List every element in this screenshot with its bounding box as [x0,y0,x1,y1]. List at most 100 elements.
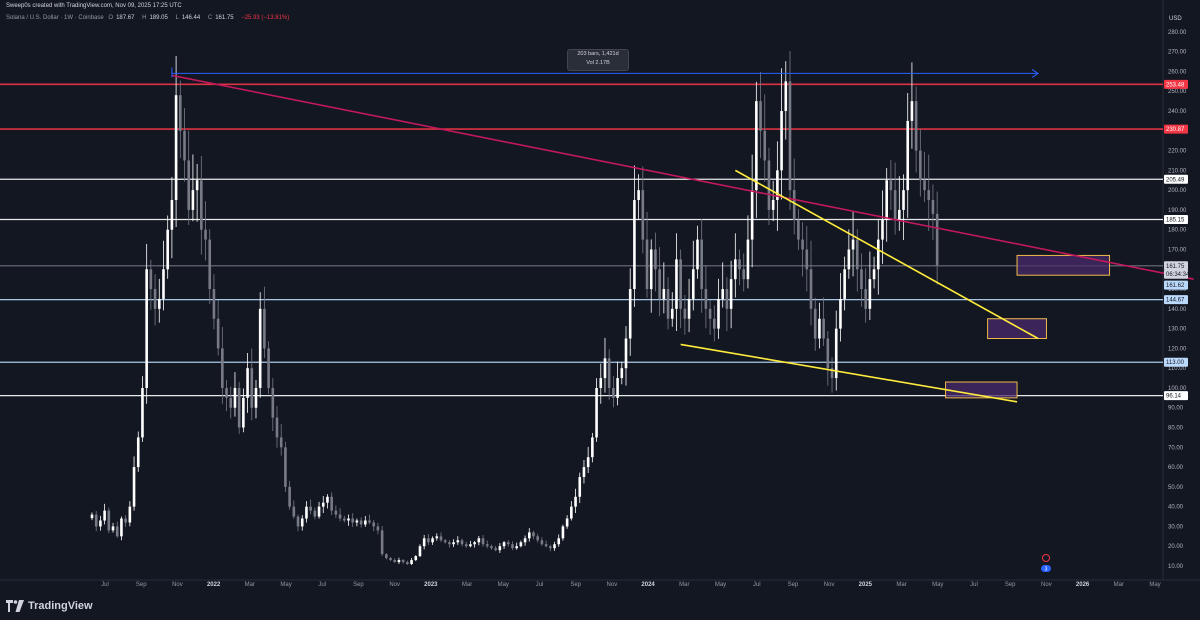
candle-body-44 [275,417,279,438]
currency-label[interactable]: USD [1169,16,1182,22]
candle-body-159 [759,101,762,131]
time-tick-13: Sep [570,582,581,588]
candle-body-16 [157,298,161,309]
trendlines [171,74,1194,403]
candle-body-52 [309,506,312,511]
candle-body-145 [700,239,703,290]
price-tick-19: 90.00 [1168,406,1184,412]
candle-body-174 [822,318,825,339]
candle-body-171 [809,269,813,309]
candle-body-3 [103,510,106,521]
time-axis[interactable]: Jul Sep Nov 2022 Mar May Jul Sep Nov 2023 Mar May Ju… [101,582,1161,588]
price-axis[interactable]: 280.00270.00260.00250.00240.00230.00220.… [1168,30,1187,570]
candle-body-65 [364,520,367,525]
zone-box-0 [1016,254,1111,276]
symbol-description[interactable]: Solana / U.S. Dollar · 1W · Coinbase [6,15,104,21]
measure-tooltip: 203 bars, 1,421d Vol 2.17B [567,49,629,71]
candle-body-106 [536,536,540,541]
time-tick-11: May [498,582,509,588]
candle-body-175 [826,338,830,369]
candle-body-67 [372,522,376,527]
candle-body-104 [527,532,531,539]
price-tick-17: 110.00 [1168,366,1187,372]
candle-body-147 [708,308,712,319]
candle-body-28 [208,239,212,290]
candle-body-113 [565,518,569,527]
candle-body-193 [902,190,905,210]
event-icons[interactable]: 3 [1041,554,1051,573]
symbol-legend[interactable]: Solana / U.S. Dollar · 1W · Coinbase O 18… [6,15,292,21]
candle-body-168 [797,219,800,240]
time-tick-28: Mar [1114,582,1124,588]
candle-body-47 [288,486,291,507]
candle-body-29 [212,289,216,319]
candle-body-69 [380,530,384,555]
measure-arrow [171,67,1039,78]
zone-box-1 [987,318,1047,340]
candle-body-189 [885,180,888,220]
time-tick-7: Sep [353,582,364,588]
tradingview-brand-text: TradingView [28,600,93,612]
candle-body-138 [670,308,674,319]
candle-body-166 [788,81,792,191]
candle-body-51 [305,506,308,519]
time-tick-8: Nov [389,582,400,588]
candle-body-89 [464,544,468,547]
candle-body-72 [393,560,397,563]
time-tick-3: 2022 [207,582,221,588]
candle-body-41 [263,308,266,349]
candle-body-85 [448,542,451,545]
candle-body-196 [914,101,918,151]
tradingview-logo[interactable]: TradingView [6,598,93,614]
candle-body-139 [675,259,678,309]
price-tick-24: 40.00 [1168,505,1184,511]
candle-body-50 [300,518,304,527]
level-tag-5-label: 144.67 [1166,298,1185,304]
candle-body-70 [385,554,388,559]
candle-body-14 [149,269,153,290]
time-tick-9: 2023 [424,582,438,588]
chart-credit: Sweep0s created with TradingView.com, No… [6,3,182,9]
candle-body-64 [359,520,363,525]
candle-body-79 [422,538,426,547]
candle-body-6 [115,526,119,537]
tradingview-logo-icon [6,600,24,612]
level-tag-4-label: 161.75 [1166,264,1185,270]
candle-body-13 [145,269,148,388]
candle-body-75 [406,562,409,565]
candle-body-91 [473,542,476,545]
candle-body-22 [183,130,186,161]
candle-body-116 [578,476,582,497]
candle-body-56 [326,496,329,503]
candle-body-169 [801,239,804,250]
candle-body-198 [923,180,926,191]
candle-body-99 [506,542,510,545]
level-tag-1-bg [1164,124,1188,134]
candle-body-2 [99,520,102,527]
level-tag-1-label: 230.87 [1166,127,1185,133]
candle-body-71 [389,558,392,561]
price-tick-11: 170.00 [1168,247,1187,253]
candle-body-157 [750,190,754,240]
candle-body-0 [90,514,94,519]
measure-bars-text: 203 bars, 1,421d [577,51,619,57]
candle-body-95 [490,546,493,549]
candle-body-126 [620,368,624,379]
extra-tag-1-label: 161.62 [1166,283,1185,289]
time-tick-26: Nov [1041,582,1052,588]
candle-body-141 [683,308,687,319]
candle-body-187 [876,239,880,270]
level-tag-7-bg [1164,391,1188,401]
price-tick-8: 200.00 [1168,188,1187,194]
time-tick-22: Mar [896,582,906,588]
time-tick-23: May [932,582,943,588]
price-tick-25: 30.00 [1168,524,1184,530]
time-tick-27: 2026 [1076,582,1090,588]
price-tick-9: 190.00 [1168,208,1187,214]
candle-body-173 [818,318,821,339]
time-tick-5: May [280,582,291,588]
candle-body-117 [582,467,586,477]
zone-boxes [945,254,1111,399]
